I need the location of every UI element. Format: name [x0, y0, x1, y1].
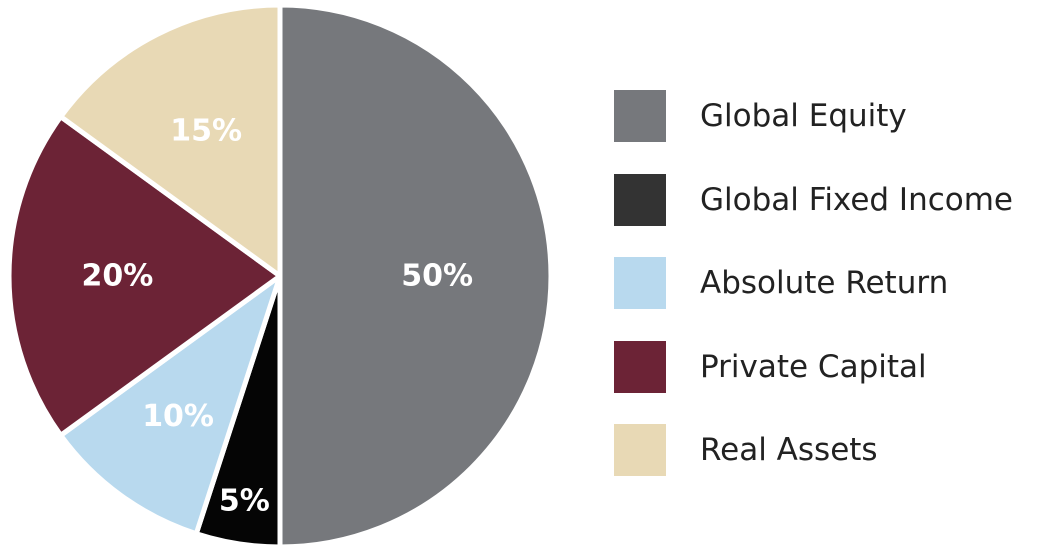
legend-label: Global Fixed Income	[700, 182, 1013, 218]
pie-chart: 50% 5% 10% 20% 15%	[6, 2, 554, 546]
legend-swatch	[614, 341, 666, 393]
legend-label: Global Equity	[700, 98, 907, 134]
legend-swatch	[614, 90, 666, 142]
legend-label: Private Capital	[700, 349, 927, 385]
legend-item-global-fixed-income: Global Fixed Income	[614, 174, 1013, 226]
legend-swatch	[614, 174, 666, 226]
legend-swatch	[614, 424, 666, 476]
legend-item-real-assets: Real Assets	[614, 424, 878, 476]
legend-label: Absolute Return	[700, 265, 949, 301]
pie-slice-real-assets	[58, 2, 283, 279]
pie-slice-absolute-return	[58, 273, 283, 537]
pie-slice-global-equity	[277, 2, 554, 546]
legend-label: Real Assets	[700, 432, 878, 468]
pie-slice-value-label: 10%	[142, 399, 214, 434]
pie-slices	[6, 2, 554, 546]
legend-item-private-capital: Private Capital	[614, 341, 927, 393]
legend-item-global-equity: Global Equity	[614, 90, 907, 142]
pie-slice-value-label: 20%	[81, 259, 153, 294]
legend-item-absolute-return: Absolute Return	[614, 257, 948, 309]
pie-slice-private-capital	[6, 114, 283, 438]
pie-slice-labels: 50% 5% 10% 20% 15%	[81, 114, 473, 519]
pie-slice-value-label: 50%	[401, 259, 473, 294]
pie-slice-value-label: 15%	[170, 114, 242, 149]
pie-slice-value-label: 5%	[219, 483, 270, 518]
legend-swatch	[614, 257, 666, 309]
